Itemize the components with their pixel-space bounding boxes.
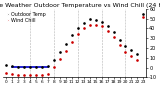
Legend: Outdoor Temp, Wind Chill: Outdoor Temp, Wind Chill: [5, 11, 46, 23]
Title: Milwaukee Weather Outdoor Temperature vs Wind Chill (24 Hours): Milwaukee Weather Outdoor Temperature vs…: [0, 3, 160, 8]
